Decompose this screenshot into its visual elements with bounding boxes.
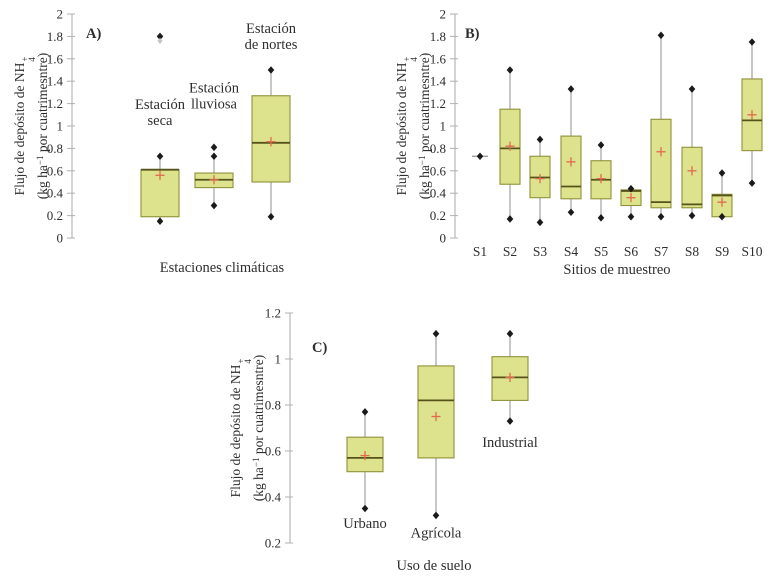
y-tick-label: 1.4 [430, 74, 447, 89]
upper-whisker-cap [506, 66, 514, 74]
box [417, 365, 455, 459]
y-tick-label: 0.8 [265, 398, 281, 413]
box [560, 135, 582, 200]
x-tick-label: S6 [624, 244, 639, 259]
panel-b: 0 0.2 0.4 0.6 0.8 1 1.2 1.4 1.6 1.8 2 B) Sitios de m… [430, 7, 763, 279]
panel-c: 0.2 0.4 0.6 0.8 1 1.2 C) Uso de suelo Urbano Agrí… [265, 306, 538, 575]
lower-whisker-cap [506, 417, 514, 425]
lower-whisker-cap [156, 217, 164, 225]
upper-whisker-cap [432, 329, 440, 338]
box [140, 169, 180, 218]
outlier-point [156, 32, 164, 41]
lower-whisker-cap [657, 212, 665, 221]
y-tick-label: 1.2 [265, 306, 281, 321]
upper-whisker-cap [688, 85, 696, 93]
x-tick-label: S7 [654, 244, 669, 259]
group-label: Agrícola [411, 525, 462, 541]
x-axis-title: Uso de suelo [397, 558, 472, 574]
upper-whisker-cap [156, 152, 164, 161]
panel-a: 0 0.2 0.4 0.6 0.8 1 1.2 1.4 1.6 1.8 2 A) Estaciones … [47, 7, 298, 277]
y-tick-label: 0.2 [430, 208, 446, 223]
y-tick-label: 1.4 [47, 74, 64, 89]
upper-whisker-cap [597, 141, 605, 149]
x-tick-label: S8 [685, 244, 700, 259]
box [681, 146, 703, 209]
group-label: Urbano [343, 516, 387, 532]
group-label: Industrial [482, 435, 538, 451]
upper-whisker-cap [627, 184, 635, 193]
lower-whisker-cap [506, 215, 514, 223]
y-tick-label: 1 [57, 119, 64, 134]
x-tick-label: S1 [473, 244, 487, 259]
x-tick-label: S3 [533, 244, 548, 259]
outlier-point [210, 143, 218, 152]
lower-whisker-cap [361, 504, 369, 513]
y-tick-label: 1.8 [430, 29, 446, 44]
panel-letter: C) [312, 340, 327, 356]
upper-whisker-cap [718, 169, 726, 177]
y-tick-label: 2 [440, 7, 447, 22]
y-tick-label: 1.6 [47, 51, 64, 66]
y-tick-label: 0.8 [47, 141, 63, 156]
lower-whisker-cap [567, 208, 575, 217]
x-tick-label: S10 [741, 244, 762, 259]
panel-letter: B) [465, 26, 480, 42]
y-tick-label: 0 [440, 231, 447, 246]
y-tick-label: 1.2 [47, 96, 63, 111]
y-tick-label: 0.6 [430, 163, 447, 178]
lower-whisker-cap [432, 511, 440, 520]
x-tick-label: S2 [503, 244, 517, 259]
x-tick-label: S9 [715, 244, 730, 259]
y-tick-label: 0 [57, 231, 64, 246]
upper-whisker-cap [210, 152, 218, 161]
panel-letter: A) [86, 26, 101, 42]
group-label: Estación lluviosa [189, 80, 240, 112]
y-tick-label: 0.2 [265, 536, 281, 551]
group-label: Estación de nortes [245, 21, 298, 53]
y-tick-label: 1.2 [430, 96, 446, 111]
lower-whisker-cap [627, 212, 635, 221]
y-tick-label: 2 [57, 7, 64, 22]
y-tick-label: 1.6 [430, 51, 447, 66]
y-tick-label: 0.4 [47, 186, 64, 201]
lower-whisker-cap [210, 201, 218, 210]
y-tick-label: 0.4 [430, 186, 447, 201]
x-tick-label: S5 [594, 244, 609, 259]
upper-whisker-cap [361, 408, 369, 416]
x-axis-title: Sitios de muestreo [563, 262, 670, 278]
lower-whisker-cap [748, 179, 756, 187]
group-label: Estación seca [135, 97, 186, 129]
y-tick-label: 1 [440, 119, 447, 134]
lower-whisker-cap [688, 211, 696, 220]
y-tick-label: 0.4 [265, 490, 282, 505]
y-tick-label: 0.8 [430, 141, 446, 156]
upper-whisker-cap [657, 31, 665, 40]
lower-whisker-cap [267, 212, 275, 221]
lower-whisker-cap [718, 212, 726, 221]
y-tick-label: 1.8 [47, 29, 63, 44]
x-tick-label: S4 [564, 244, 579, 259]
upper-whisker-cap [506, 329, 514, 338]
lower-whisker-cap [597, 214, 605, 222]
upper-whisker-cap [267, 66, 275, 74]
upper-whisker-cap [536, 135, 544, 144]
y-tick-label: 1 [275, 352, 282, 367]
lower-whisker-cap [536, 218, 544, 227]
upper-whisker-cap [567, 85, 575, 93]
outlier-point [157, 37, 163, 44]
x-axis-title: Estaciones climáticas [160, 260, 285, 276]
box [650, 118, 672, 209]
y-tick-label: 0.6 [47, 163, 64, 178]
upper-whisker-cap [748, 38, 756, 46]
y-tick-label: 0.2 [47, 208, 63, 223]
y-tick-label: 0.6 [265, 444, 282, 459]
data-point-marker [476, 152, 484, 161]
